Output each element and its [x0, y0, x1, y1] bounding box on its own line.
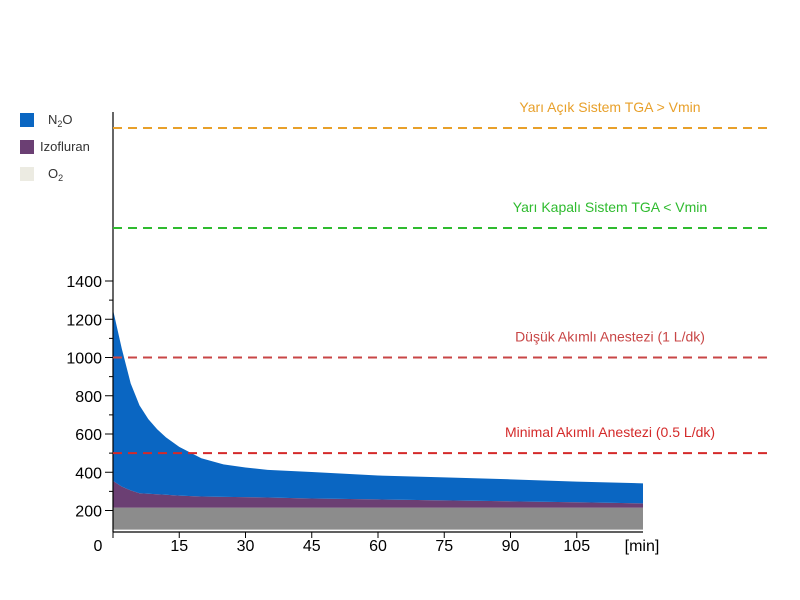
y-tick-label-1200: 1200	[66, 312, 102, 329]
y-tick-label-200: 200	[75, 504, 102, 521]
x-tick-label-105: 105	[563, 538, 590, 555]
legend-swatch-izofluran	[20, 140, 34, 154]
x-tick-label-60: 60	[369, 538, 387, 555]
x-tick-label-90: 90	[502, 538, 520, 555]
legend-label-n2o: N2O	[48, 112, 73, 129]
legend-swatch-o2	[20, 167, 34, 181]
reference-label-2: Düşük Akımlı Anestezi (1 L/dk)	[515, 329, 705, 345]
area-o2	[113, 507, 643, 530]
legend-swatch-n2o	[20, 113, 34, 127]
y-tick-label-600: 600	[75, 427, 102, 444]
y-tick-label-1400: 1400	[66, 274, 102, 291]
x-tick-label-75: 75	[435, 538, 453, 555]
y-tick-label-800: 800	[75, 389, 102, 406]
area-n2o	[113, 309, 643, 504]
x-tick-label-45: 45	[303, 538, 321, 555]
x-tick-label-30: 30	[237, 538, 255, 555]
legend-label-o2: O2	[48, 166, 64, 183]
x-tick-label-15: 15	[170, 538, 188, 555]
y-tick-label-400: 400	[75, 465, 102, 482]
reference-label-0: Yarı Açık Sistem TGA > Vmin	[519, 99, 700, 115]
y-tick-label-1000: 1000	[66, 351, 102, 368]
x-tick-label-0: 0	[94, 538, 103, 555]
area-izofluran	[113, 480, 643, 508]
x-axis-label: [min]	[625, 538, 660, 555]
legend-label-izofluran: Izofluran	[40, 139, 90, 154]
reference-label-1: Yarı Kapalı Sistem TGA < Vmin	[513, 199, 707, 215]
reference-label-3: Minimal Akımlı Anestezi (0.5 L/dk)	[505, 424, 715, 440]
